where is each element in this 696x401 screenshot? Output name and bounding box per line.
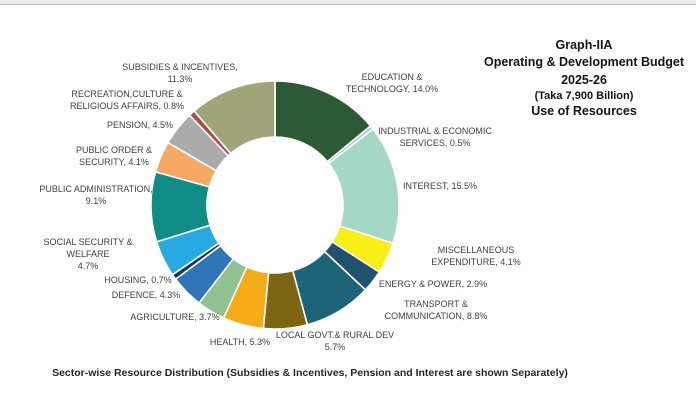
slice-label-housing: HOUSING, 0.7% xyxy=(104,275,172,285)
slice-label-energy-power: ENERGY & POWER, 2.9% xyxy=(378,279,488,289)
slice-label-public-administration: PUBLIC ADMINISTRATION, 9.1% xyxy=(39,184,153,206)
slice-label-miscellaneous-expenditure: MISCELLANEOUS EXPENDITURE, 4.1% xyxy=(431,245,521,267)
slice-label-social-security-welfare: SOCIAL SECURITY & WELFARE 4.7% xyxy=(43,237,133,271)
chart-title-taka-amount: (Taka 7,900 Billion) xyxy=(534,90,634,102)
slice-label-interest: INTEREST, 15.5% xyxy=(402,181,478,191)
chart-title-block: Graph-IIA Operating & Development Budget… xyxy=(478,37,690,119)
slice-label-local-govt-rural-dev: LOCAL GOVT.& RURAL DEV 5.7% xyxy=(275,330,395,352)
slice-label-transport-communication: TRANSPORT & COMMUNICATION, 8.8% xyxy=(384,299,488,321)
slice-label-pension: PENSION, 4.5% xyxy=(106,120,174,130)
chart-title-budget: Operating & Development Budget xyxy=(483,55,685,69)
slice-label-industrial-economic-services: INDUSTRIAL & ECONOMIC SERVICES, 0.5% xyxy=(378,126,492,148)
slice-label-defence: DEFENCE, 4.3% xyxy=(111,290,181,300)
slice-label-public-order-security: PUBLIC ORDER & SECURITY, 4.1% xyxy=(75,145,153,167)
chart-title-graph-number: Graph-IIA xyxy=(555,38,613,52)
slice-label-recreation-culture-religious-affairs: RECREATION,CULTURE & RELIGIOUS AFFAIRS, … xyxy=(69,89,185,111)
chart-title-fiscal-year: 2025-26 xyxy=(561,73,607,87)
slice-label-agriculture: AGRICULTURE, 3.7% xyxy=(130,312,220,322)
chart-title-use-of-resources: Use of Resources xyxy=(531,104,637,118)
slice-subsidies-incentives xyxy=(193,80,276,155)
slice-label-health: HEALTH, 5.3% xyxy=(209,337,271,347)
slice-label-subsidies-incentives: SUBSIDIES & INCENTIVES, 11.3% xyxy=(122,62,238,84)
chart-footer-caption: Sector-wise Resource Distribution (Subsi… xyxy=(52,367,568,379)
top-border xyxy=(0,0,696,5)
slice-label-education-technology: EDUCATION & TECHNOLOGY, 14.0% xyxy=(345,72,439,94)
